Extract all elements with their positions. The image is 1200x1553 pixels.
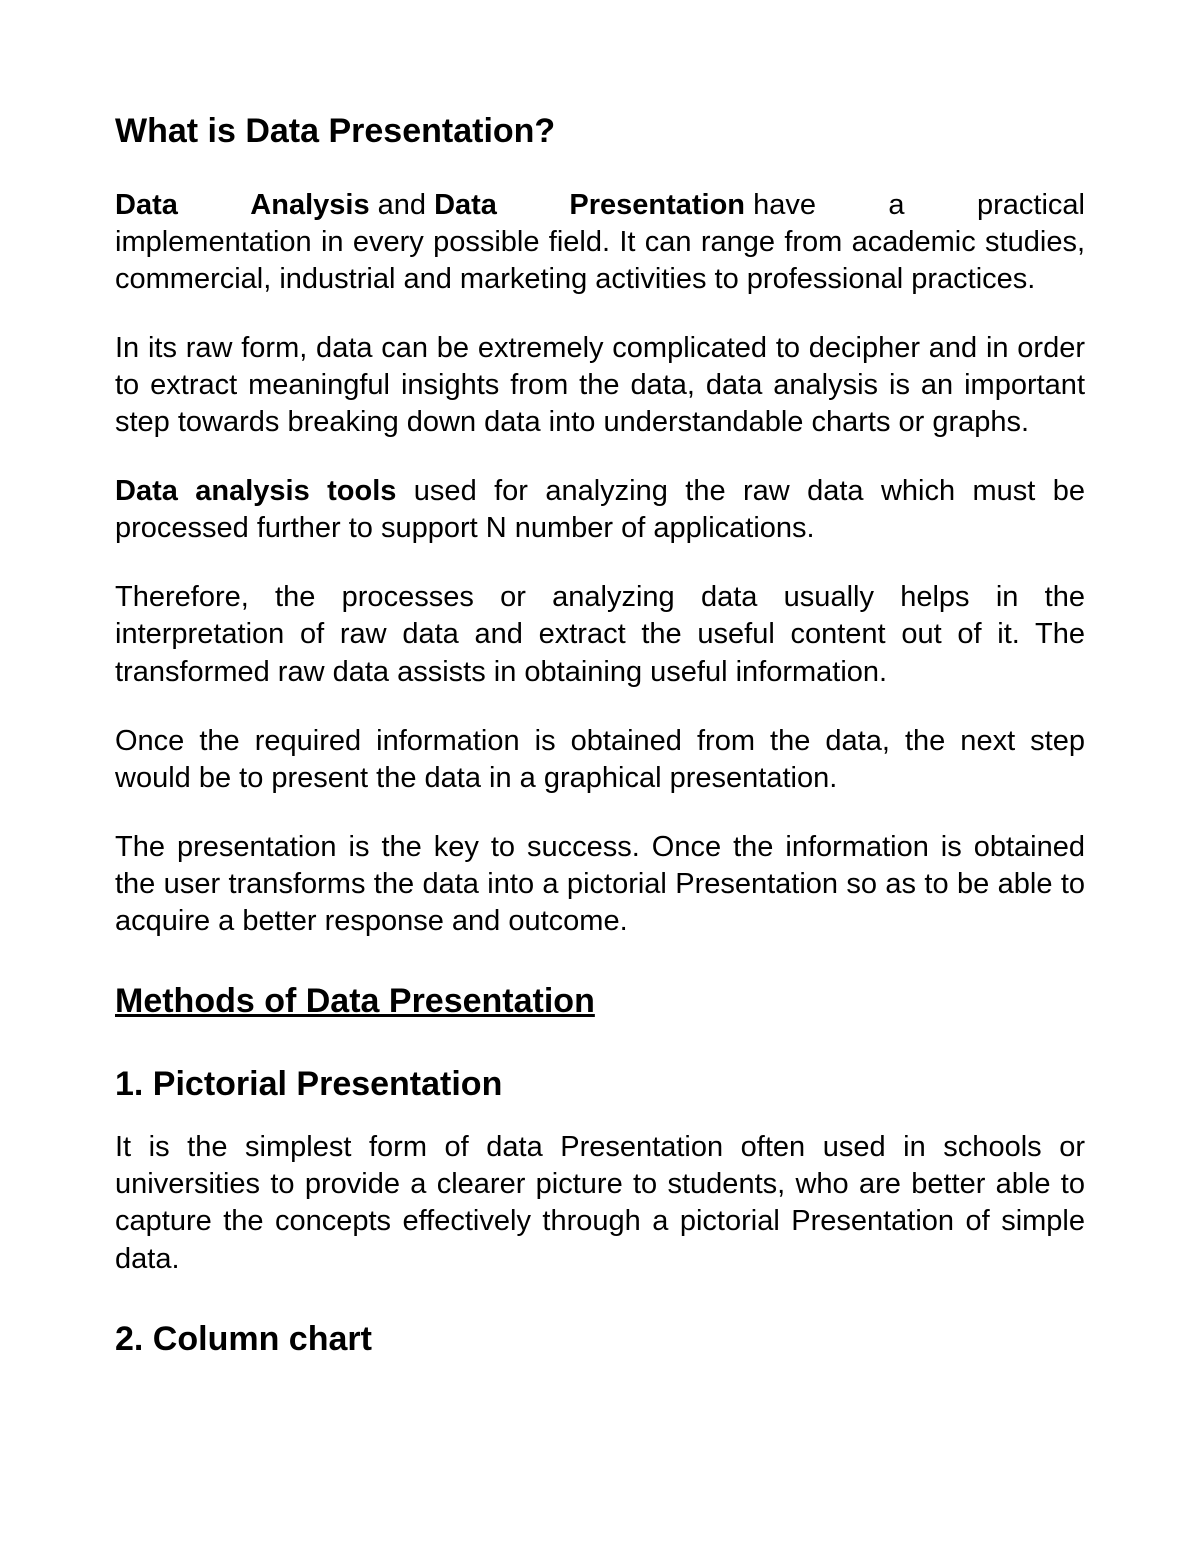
bold-text: Data analysis tools: [115, 475, 396, 507]
paragraph: In its raw form, data can be extremely c…: [115, 330, 1085, 441]
body-text: a: [888, 187, 904, 224]
body-text: practical: [977, 187, 1085, 224]
subsection-heading-2: 2. Column chart: [115, 1318, 1085, 1361]
paragraph: Data analysis tools used for analyzing t…: [115, 473, 1085, 547]
body-text: have: [745, 189, 816, 221]
paragraph: It is the simplest form of data Presenta…: [115, 1129, 1085, 1277]
subsection-heading-1: 1. Pictorial Presentation: [115, 1063, 1085, 1106]
section-heading-methods: Methods of Data Presentation: [115, 980, 1085, 1023]
body-text: implementation in every possible field. …: [115, 226, 1085, 295]
bold-text: Data: [115, 187, 178, 224]
bold-text: Analysis: [250, 189, 369, 221]
page-title: What is Data Presentation?: [115, 110, 1085, 153]
bold-text: Data: [434, 189, 497, 221]
paragraph: Therefore, the processes or analyzing da…: [115, 579, 1085, 690]
body-text: and: [370, 189, 435, 221]
bold-text: Presentation: [569, 189, 745, 221]
paragraph: The presentation is the key to success. …: [115, 829, 1085, 940]
document-page: What is Data Presentation? Data Analysis…: [0, 0, 1200, 1553]
paragraph: Once the required information is obtaine…: [115, 723, 1085, 797]
paragraph-intro: Data Analysis and Data Presentation have…: [115, 187, 1085, 298]
